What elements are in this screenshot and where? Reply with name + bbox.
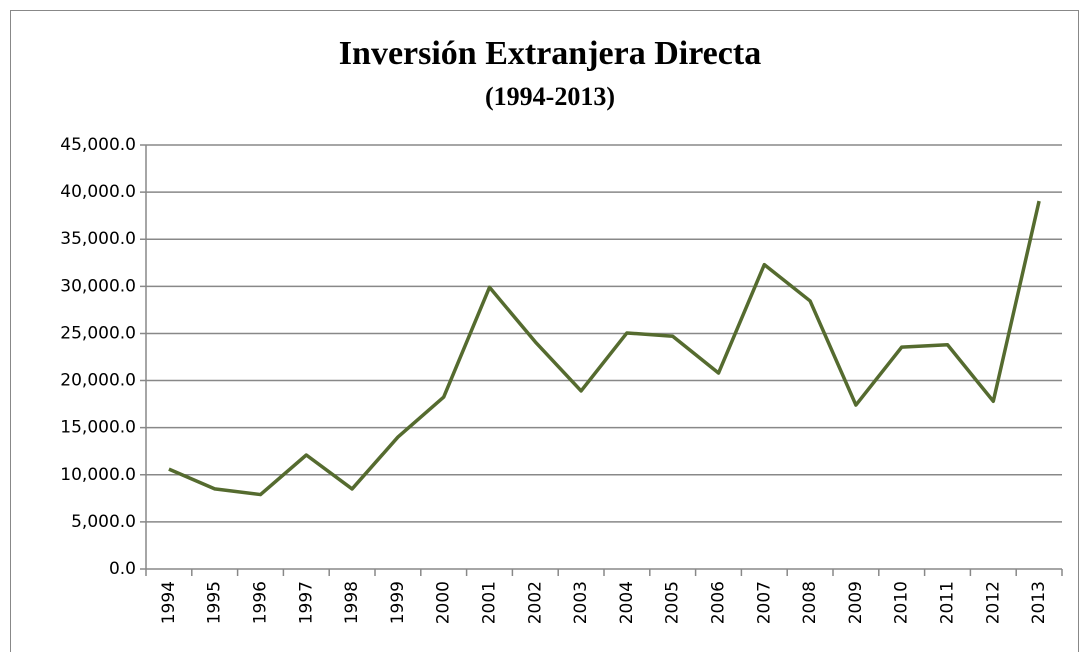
chart-frame: [10, 10, 1079, 652]
x-tick-label: 1999: [388, 581, 408, 624]
chart-subtitle: (1994-2013): [485, 82, 615, 111]
y-tick-label: 20,000.0: [60, 371, 136, 391]
x-tick-label: 1997: [296, 581, 316, 624]
x-tick-label: 2003: [571, 581, 591, 624]
x-tick-label: 1995: [205, 581, 225, 624]
y-tick-label: 45,000.0: [60, 135, 136, 155]
y-tick-label: 40,000.0: [60, 182, 136, 202]
x-tick-label: 2006: [709, 581, 729, 624]
data-line: [168, 200, 1041, 497]
y-tick-label: 15,000.0: [60, 418, 136, 438]
x-tick-label: 2007: [754, 581, 774, 624]
x-tick-label: 2005: [663, 581, 683, 624]
x-tick-label: 2002: [525, 581, 545, 624]
x-tick-label: 2011: [938, 581, 958, 624]
x-tick-label: 1998: [342, 581, 362, 624]
x-tick-label: 1994: [159, 581, 179, 624]
y-tick-label: 25,000.0: [60, 323, 136, 343]
x-tick-label: 2009: [846, 581, 866, 624]
x-tick-label: 1996: [251, 581, 271, 624]
y-tick-label: 0.0: [109, 559, 136, 579]
y-tick-label: 5,000.0: [71, 512, 136, 532]
y-tick-label: 35,000.0: [60, 229, 136, 249]
chart-title: Inversión Extranjera Directa: [339, 35, 761, 72]
x-tick-label: 2010: [892, 581, 912, 624]
x-tick-label: 2004: [617, 581, 637, 624]
y-tick-label: 30,000.0: [60, 276, 136, 296]
y-tick-label: 10,000.0: [60, 465, 136, 485]
x-tick-label: 2008: [800, 581, 820, 624]
x-tick-label: 2012: [983, 581, 1003, 624]
x-tick-label: 2000: [434, 581, 454, 624]
x-tick-label: 2013: [1029, 581, 1049, 624]
x-tick-label: 2001: [480, 581, 500, 624]
